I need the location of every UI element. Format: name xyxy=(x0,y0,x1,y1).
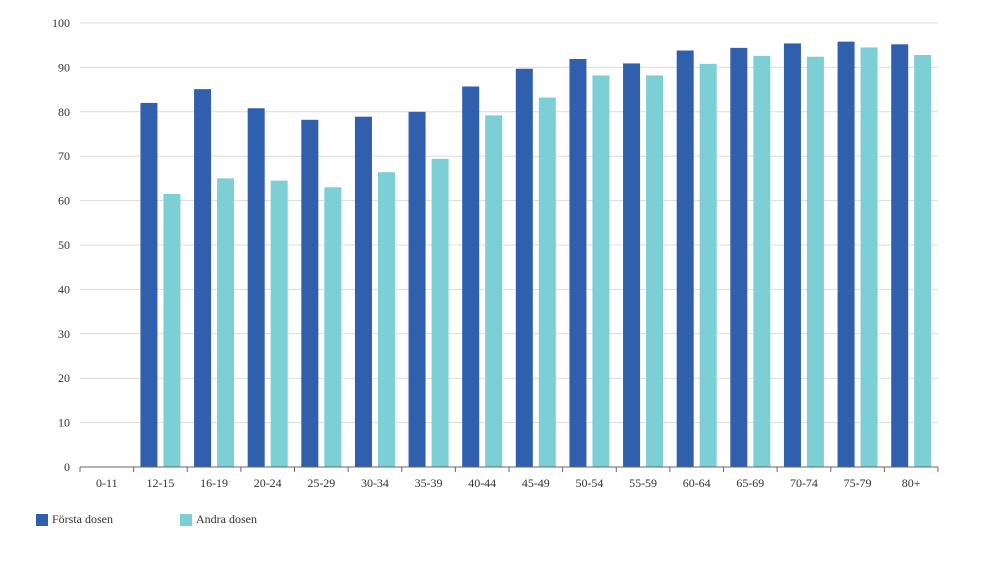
bar-chart: 0 10 20 30 40 50 60 70 80 90 100 0-11 12-15 16-19 20-… xyxy=(52,16,939,490)
legend: Första dosen Andra dosen xyxy=(36,512,324,527)
bar-series-1-16-19 xyxy=(194,89,212,467)
x-tick-label-60-64: 60-64 xyxy=(683,476,711,490)
bar-series-1-60-64 xyxy=(676,50,694,467)
bar-series-1-40-44 xyxy=(462,86,480,467)
bar-series-2-25-29 xyxy=(324,187,342,467)
x-tick-label-55-59: 55-59 xyxy=(629,476,657,490)
x-tick-label-0-11: 0-11 xyxy=(96,476,118,490)
y-tick-label-70: 70 xyxy=(58,149,70,163)
bar-series-2-50-54 xyxy=(592,75,610,467)
bar-series-1-25-29 xyxy=(301,119,319,468)
bar-series-2-65-69 xyxy=(753,55,771,468)
legend-label-series-2: Andra dosen xyxy=(196,512,257,526)
y-tick-label-50: 50 xyxy=(58,238,70,252)
x-tick-label-80+: 80+ xyxy=(902,476,921,490)
bar-series-2-16-19 xyxy=(217,178,235,467)
bar-series-2-75-79 xyxy=(860,47,878,468)
bar-series-1-45-49 xyxy=(515,68,533,468)
legend-label-series-1: Första dosen xyxy=(52,512,113,526)
bar-series-1-75-79 xyxy=(837,41,855,467)
bar-series-2-55-59 xyxy=(646,75,664,467)
x-tick-label-50-54: 50-54 xyxy=(575,476,603,490)
y-tick-label-80: 80 xyxy=(58,105,70,119)
bar-series-2-40-44 xyxy=(485,115,503,468)
y-tick-label-100: 100 xyxy=(52,16,70,30)
x-tick-label-35-39: 35-39 xyxy=(415,476,443,490)
bar-series-1-35-39 xyxy=(408,111,426,468)
x-tick-label-16-19: 16-19 xyxy=(200,476,228,490)
x-tick-label-40-44: 40-44 xyxy=(468,476,496,490)
x-tick-label-25-29: 25-29 xyxy=(307,476,335,490)
bar-series-1-80+ xyxy=(891,44,909,467)
bar-series-2-12-15 xyxy=(163,193,181,467)
y-tick-label-0: 0 xyxy=(64,460,70,474)
legend-item-series-2[interactable]: Andra dosen xyxy=(180,512,324,527)
x-tick-label-45-49: 45-49 xyxy=(522,476,550,490)
legend-swatch-series-2 xyxy=(180,513,192,526)
x-tick-label-20-24: 20-24 xyxy=(254,476,282,490)
bar-series-2-35-39 xyxy=(431,158,449,467)
y-tick-label-20: 20 xyxy=(58,371,70,385)
y-tick-label-10: 10 xyxy=(58,416,70,430)
bar-series-2-70-74 xyxy=(806,56,824,468)
x-tick-label-75-79: 75-79 xyxy=(844,476,872,490)
bar-series-1-12-15 xyxy=(140,102,158,468)
bar-series-2-20-24 xyxy=(270,180,288,467)
y-tick-label-60: 60 xyxy=(58,194,70,208)
bar-series-2-45-49 xyxy=(538,97,556,467)
bar-series-1-50-54 xyxy=(569,58,587,468)
legend-swatch-series-1 xyxy=(36,513,48,526)
bar-series-1-70-74 xyxy=(783,43,801,467)
y-tick-label-90: 90 xyxy=(58,60,70,74)
bars xyxy=(140,41,932,468)
bar-series-2-80+ xyxy=(914,54,932,468)
bar-series-1-20-24 xyxy=(247,108,265,468)
bar-series-1-30-34 xyxy=(354,116,372,468)
y-tick-label-40: 40 xyxy=(58,282,70,296)
x-axis-ticks: 0-11 12-15 16-19 20-24 25-29 30-34 35-39 40-44 4… xyxy=(79,467,939,490)
legend-item-series-1[interactable]: Första dosen xyxy=(36,512,180,527)
bar-series-2-30-34 xyxy=(377,172,395,467)
bar-series-1-65-69 xyxy=(730,47,748,467)
y-axis-ticks: 0 10 20 30 40 50 60 70 80 90 100 xyxy=(52,16,70,474)
x-tick-label-12-15: 12-15 xyxy=(146,476,174,490)
bar-series-1-55-59 xyxy=(623,63,641,468)
bar-series-2-60-64 xyxy=(699,63,717,468)
y-tick-label-30: 30 xyxy=(58,327,70,341)
x-tick-label-30-34: 30-34 xyxy=(361,476,389,490)
x-tick-label-70-74: 70-74 xyxy=(790,476,818,490)
x-tick-label-65-69: 65-69 xyxy=(736,476,764,490)
